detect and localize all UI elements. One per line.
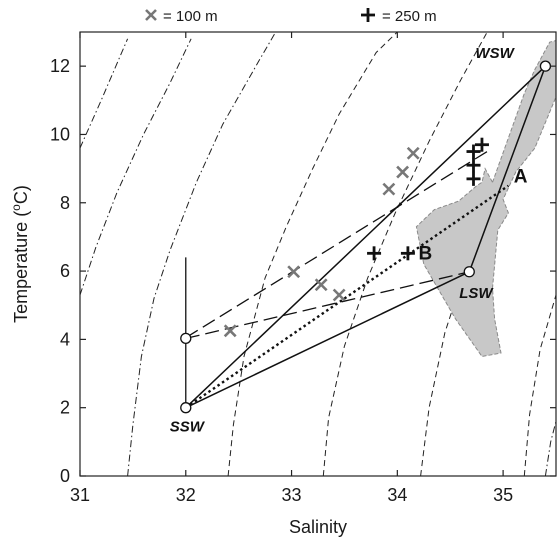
x-marker-6 <box>396 165 410 179</box>
legend-x-symbol <box>145 9 157 21</box>
plus-marker-6 <box>466 171 481 186</box>
legend-x-label: = 100 m <box>163 8 218 25</box>
shaded-region-1 <box>415 39 556 358</box>
x-marker-5 <box>382 182 396 196</box>
y-tick-label: 2 <box>60 398 70 418</box>
plus-marker-4 <box>466 144 481 159</box>
x-tick-label: 35 <box>493 485 513 505</box>
y-axis-title-base: Temperature ( <box>11 211 31 323</box>
dotted-mixing-line <box>185 184 510 409</box>
y-axis-title-end: C) <box>11 185 31 204</box>
plus-marker-1 <box>367 246 382 261</box>
legend-plus-label: = 250 m <box>382 8 437 25</box>
point-label-a: A <box>514 166 528 187</box>
water-mass-label-wsw: WSW <box>475 45 515 62</box>
y-tick-label: 0 <box>60 466 70 486</box>
density-contour-2 <box>127 32 277 476</box>
mixing-triangle <box>185 65 547 409</box>
legend: = 100 m = 250 m <box>145 8 437 25</box>
point-labels: AB <box>418 166 527 264</box>
x-marker-1 <box>223 324 237 338</box>
x-marker-stroke <box>396 165 410 179</box>
x-marker-stroke <box>406 146 420 160</box>
water-mass-point-lsw <box>463 266 475 278</box>
legend-plus-symbol <box>361 8 375 22</box>
x-marker-3 <box>314 278 328 292</box>
x-marker-7 <box>406 146 420 160</box>
x-marker-2 <box>287 265 301 279</box>
density-contour-3 <box>227 32 398 476</box>
y-axis-title-sup: o <box>9 204 23 211</box>
y-tick-label: 12 <box>50 56 70 76</box>
water-mass-point-wsw <box>539 60 552 72</box>
y-tick-label: 4 <box>60 329 70 349</box>
density-contour-4 <box>322 32 488 476</box>
water-mass-points: SSW LSW WSW <box>170 45 552 436</box>
x-marker-4 <box>332 288 346 302</box>
plot-frame <box>79 31 557 477</box>
x-marker-stroke <box>314 278 328 292</box>
x-tick-label: 34 <box>387 485 407 505</box>
plus-marker-5 <box>466 158 481 173</box>
x-tick-label: 33 <box>282 485 302 505</box>
x-tick-label: 31 <box>70 485 90 505</box>
shaded-regions <box>415 39 556 358</box>
markers <box>223 137 489 338</box>
point-label-b: B <box>418 243 432 264</box>
x-marker-stroke <box>332 288 346 302</box>
y-tick-label: 8 <box>60 193 70 213</box>
y-axis-title: Temperature (oC) <box>9 185 31 323</box>
water-mass-point-ssw <box>180 402 192 414</box>
x-tick-label: 32 <box>176 485 196 505</box>
y-tick-label: 10 <box>50 124 70 144</box>
endpoint-circle <box>180 332 192 345</box>
density-contour-8 <box>544 421 556 476</box>
water-mass-label-lsw: LSW <box>459 285 494 302</box>
plus-marker-2 <box>400 246 415 261</box>
y-tick-label: 6 <box>60 261 70 281</box>
density-contour-1 <box>80 38 192 296</box>
density-contour-6 <box>523 294 556 476</box>
water-mass-label-ssw: SSW <box>170 419 206 436</box>
x-marker-stroke <box>223 324 237 338</box>
density-contour-7 <box>80 38 129 149</box>
x-marker-stroke <box>287 265 301 279</box>
axes: 31 32 33 34 35 0 2 4 6 8 10 12 <box>50 32 556 505</box>
plus-marker-3 <box>474 137 489 152</box>
x-marker-stroke <box>382 182 396 196</box>
x-axis-title: Salinity <box>289 517 347 537</box>
